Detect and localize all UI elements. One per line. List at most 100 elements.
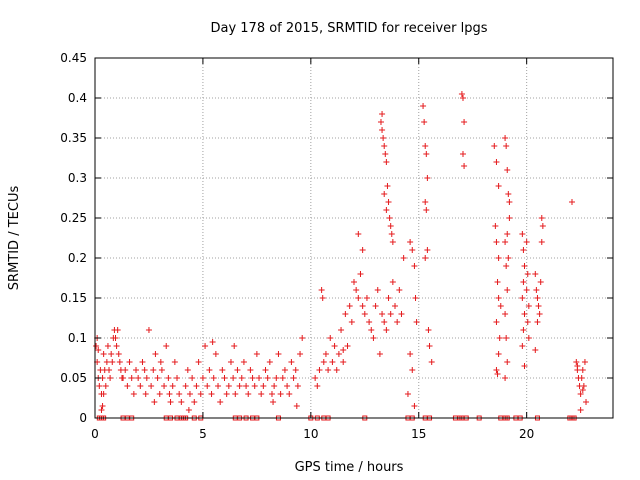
data-point	[109, 359, 116, 365]
data-point	[169, 383, 176, 389]
data-point	[502, 311, 509, 317]
data-point	[382, 151, 389, 157]
data-point	[425, 327, 432, 333]
data-point	[381, 191, 388, 197]
data-point	[338, 327, 345, 333]
data-point	[161, 383, 168, 389]
data-point	[458, 91, 465, 97]
data-point	[264, 375, 271, 381]
zero-marker	[571, 415, 577, 421]
y-tick-label: 0.45	[60, 51, 87, 65]
data-point	[319, 295, 326, 301]
data-point	[262, 367, 269, 373]
data-point	[163, 343, 170, 349]
data-point	[273, 375, 280, 381]
data-point	[102, 383, 109, 389]
data-point	[461, 163, 468, 169]
data-point	[335, 351, 342, 357]
data-point	[503, 335, 510, 341]
data-point	[366, 319, 373, 325]
data-point	[495, 255, 502, 261]
data-point	[503, 263, 510, 269]
y-tick-label: 0.1	[68, 331, 87, 345]
data-point	[113, 343, 120, 349]
data-point	[271, 383, 278, 389]
data-point	[581, 359, 588, 365]
data-point	[394, 319, 401, 325]
data-point	[532, 271, 539, 277]
zero-marker	[325, 415, 331, 421]
y-tick-labels: 0 0.05 0.1 0.15 0.2 0.25 0.3 0.35 0.4 0.45	[60, 51, 87, 425]
data-point	[491, 143, 498, 149]
data-point	[167, 399, 174, 405]
data-point	[359, 247, 366, 253]
zero-marker	[183, 415, 189, 421]
data-point	[533, 287, 540, 293]
chart-title: Day 178 of 2015, SRMTID for receiver lpg…	[210, 21, 487, 36]
data-point	[320, 359, 327, 365]
data-point	[388, 231, 395, 237]
data-point	[342, 311, 349, 317]
data-point	[459, 151, 466, 157]
data-point	[281, 367, 288, 373]
data-point	[116, 359, 123, 365]
data-point	[398, 311, 405, 317]
data-point	[493, 367, 500, 373]
data-point	[372, 303, 379, 309]
data-point	[519, 343, 526, 349]
data-point	[108, 351, 115, 357]
data-point	[492, 223, 499, 229]
data-point	[98, 407, 105, 413]
data-point	[574, 363, 581, 369]
data-point	[351, 279, 357, 285]
data-point	[230, 375, 237, 381]
data-point	[381, 319, 388, 325]
data-point	[249, 375, 256, 381]
data-point	[195, 359, 202, 365]
data-point	[107, 375, 114, 381]
data-point	[396, 287, 403, 293]
data-point	[374, 287, 381, 293]
data-point	[268, 391, 275, 397]
data-point	[174, 375, 181, 381]
data-point	[290, 375, 297, 381]
zero-marker	[463, 415, 469, 421]
data-point	[361, 311, 368, 317]
data-point	[502, 239, 509, 245]
data-point	[112, 335, 119, 341]
data-point	[234, 367, 241, 373]
data-point	[176, 391, 183, 397]
data-point	[383, 327, 390, 333]
data-point	[383, 159, 390, 165]
data-point	[128, 375, 135, 381]
zero-marker	[308, 415, 314, 421]
data-point	[523, 287, 530, 293]
data-point	[158, 367, 165, 373]
data-point	[210, 375, 217, 381]
data-point	[150, 367, 157, 373]
data-point	[171, 359, 178, 365]
data-point	[182, 383, 189, 389]
data-point	[142, 391, 149, 397]
data-point	[495, 183, 502, 189]
data-point	[133, 367, 140, 373]
data-point	[524, 271, 531, 277]
data-point	[495, 351, 502, 357]
zero-marker	[275, 415, 281, 421]
data-point	[106, 367, 113, 373]
data-point	[525, 335, 532, 341]
data-point	[288, 359, 295, 365]
data-point	[151, 399, 158, 405]
data-point	[137, 383, 144, 389]
data-point	[538, 239, 545, 245]
data-point	[299, 335, 306, 341]
data-point	[376, 351, 383, 357]
data-point	[495, 295, 502, 301]
data-point	[409, 367, 416, 373]
data-point	[577, 407, 584, 413]
data-point	[389, 279, 396, 285]
data-point	[96, 383, 103, 389]
data-point	[130, 391, 137, 397]
data-point	[260, 383, 267, 389]
